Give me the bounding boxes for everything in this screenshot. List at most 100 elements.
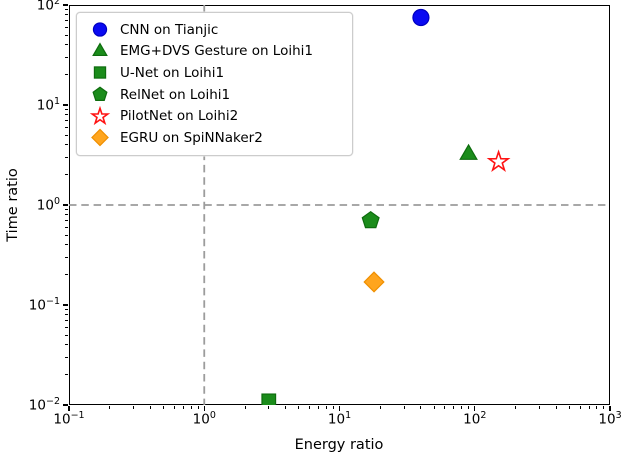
x-axis-minor-tick bbox=[163, 405, 164, 409]
x-axis-minor-tick bbox=[579, 405, 581, 409]
y-axis-minor-tick bbox=[65, 109, 68, 111]
star-open-icon bbox=[84, 105, 116, 127]
x-axis-minor-tick bbox=[325, 405, 327, 409]
y-axis-minor-tick bbox=[65, 226, 68, 228]
x-axis-minor-tick bbox=[403, 405, 405, 409]
legend-item-3: RelNet on Loihi1 bbox=[84, 84, 344, 106]
x-axis-minor-tick bbox=[453, 405, 455, 409]
x-axis-minor-tick bbox=[318, 405, 319, 409]
y-axis-minor-tick bbox=[65, 114, 68, 116]
y-axis-minor-tick bbox=[65, 209, 68, 211]
y-axis-minor-tick bbox=[65, 344, 68, 346]
x-axis-minor-tick bbox=[298, 405, 300, 409]
y-axis-minor-tick bbox=[65, 34, 68, 36]
x-axis-minor-tick bbox=[285, 405, 287, 409]
y-axis-tick-label: 102 bbox=[36, 0, 60, 13]
y-axis-minor-tick bbox=[65, 234, 68, 236]
y-axis-minor-tick bbox=[65, 14, 68, 16]
y-axis-tick-label: 10−2 bbox=[28, 395, 60, 414]
y-axis-minor-tick bbox=[65, 220, 68, 221]
y-axis-minor-tick bbox=[65, 56, 68, 58]
pentagon-icon bbox=[84, 84, 116, 105]
triangle-icon bbox=[92, 42, 108, 56]
square-icon bbox=[84, 62, 116, 83]
y-axis-minor-tick bbox=[65, 356, 68, 358]
x-axis-minor-tick bbox=[603, 405, 605, 409]
y-axis-minor-tick bbox=[65, 320, 68, 321]
legend-item-label: RelNet on Loihi1 bbox=[120, 86, 231, 103]
x-axis-minor-tick bbox=[332, 405, 334, 409]
y-axis-minor-tick bbox=[65, 214, 68, 216]
y-axis-minor-tick bbox=[65, 256, 68, 258]
x-axis-tick-label: 100 bbox=[192, 410, 216, 428]
square-icon bbox=[93, 66, 107, 80]
y-axis-minor-tick bbox=[65, 26, 68, 28]
circle-icon bbox=[92, 22, 108, 37]
x-axis-minor-tick bbox=[149, 405, 151, 409]
data-point-pilotnet-on-loihi2 bbox=[486, 149, 511, 172]
legend-item-label: EGRU on SpiNNaker2 bbox=[120, 129, 263, 146]
x-axis-tick-label: 102 bbox=[463, 410, 487, 428]
x-axis-major-tick bbox=[474, 405, 476, 411]
x-axis-tick-label: 10−1 bbox=[53, 410, 85, 428]
x-axis-minor-tick bbox=[190, 405, 192, 409]
pentagon-icon bbox=[92, 86, 108, 102]
x-axis-major-tick bbox=[203, 405, 205, 411]
triangle-icon bbox=[84, 41, 116, 62]
x-axis-minor-tick bbox=[109, 405, 111, 409]
circle-icon bbox=[84, 19, 116, 40]
legend-item-label: U-Net on Loihi1 bbox=[120, 64, 225, 81]
y-axis-major-tick bbox=[63, 404, 68, 406]
legend-item-0: CNN on Tianjic bbox=[84, 19, 344, 41]
x-axis-minor-tick bbox=[444, 405, 446, 409]
x-axis-minor-tick bbox=[461, 405, 463, 409]
y-axis-minor-tick bbox=[65, 134, 68, 136]
y-axis-minor-tick bbox=[65, 144, 68, 146]
y-axis-minor-tick bbox=[65, 120, 68, 121]
y-axis-minor-tick bbox=[65, 314, 68, 316]
y-axis-minor-tick bbox=[65, 244, 68, 246]
y-axis-tick-label: 100 bbox=[36, 195, 60, 214]
y-axis-major-tick bbox=[63, 204, 68, 206]
data-point-egru-on-spinnaker2 bbox=[363, 271, 385, 293]
y-axis-major-tick bbox=[63, 304, 68, 306]
legend-item-1: EMG+DVS Gesture on Loihi1 bbox=[84, 41, 344, 63]
x-axis-tick-label: 103 bbox=[598, 410, 622, 428]
x-axis-minor-tick bbox=[268, 405, 270, 409]
legend-item-4: PilotNet on Loihi2 bbox=[84, 105, 344, 127]
x-axis-minor-tick bbox=[433, 405, 435, 409]
legend-item-label: CNN on Tianjic bbox=[120, 21, 219, 38]
data-point-emg-dvs-gesture-on-loihi1 bbox=[459, 143, 478, 160]
x-axis-major-tick bbox=[338, 405, 341, 411]
y-axis-minor-tick bbox=[65, 334, 68, 336]
data-point-relnet-on-loihi1 bbox=[361, 210, 380, 229]
x-axis-label: Energy ratio bbox=[294, 437, 384, 453]
x-axis-minor-tick bbox=[568, 405, 570, 409]
x-axis-minor-tick bbox=[197, 405, 199, 409]
diamond-icon bbox=[91, 128, 109, 147]
y-axis-minor-tick bbox=[65, 126, 68, 128]
y-axis-minor-tick bbox=[65, 274, 68, 276]
y-axis-tick-label: 10−1 bbox=[28, 295, 60, 314]
y-axis-minor-tick bbox=[65, 44, 68, 46]
x-axis-minor-tick bbox=[468, 405, 470, 409]
x-axis-minor-tick bbox=[133, 405, 134, 409]
legend-item-5: EGRU on SpiNNaker2 bbox=[84, 127, 344, 149]
plot-canvas bbox=[69, 5, 610, 405]
x-axis-minor-tick bbox=[379, 405, 381, 409]
y-axis-minor-tick bbox=[65, 74, 68, 76]
data-point-cnn-on-tianjic bbox=[412, 8, 430, 27]
y-axis-major-tick bbox=[63, 4, 68, 6]
x-axis-minor-tick bbox=[515, 405, 516, 409]
y-axis-minor-tick bbox=[65, 9, 68, 11]
x-axis-minor-tick bbox=[596, 405, 598, 409]
y-axis-minor-tick bbox=[65, 309, 68, 311]
y-axis-tick-label: 101 bbox=[36, 95, 60, 114]
y-axis-major-tick bbox=[63, 104, 68, 106]
x-axis-minor-tick bbox=[173, 405, 175, 409]
legend-item-label: PilotNet on Loihi2 bbox=[120, 108, 239, 125]
data-point-u-net-on-loihi1 bbox=[261, 393, 277, 405]
star-open-icon bbox=[89, 105, 111, 125]
x-axis-tick-label: 101 bbox=[327, 410, 352, 428]
legend-item-label: EMG+DVS Gesture on Loihi1 bbox=[120, 43, 314, 60]
